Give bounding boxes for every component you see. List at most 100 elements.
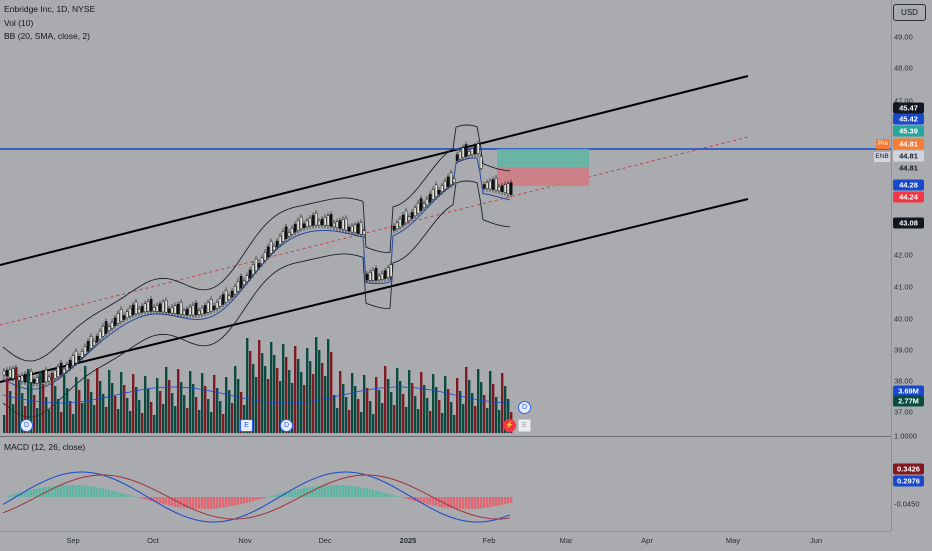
macd-histogram-bar bbox=[81, 485, 83, 497]
volume-bar bbox=[447, 389, 449, 433]
volume-bar bbox=[381, 403, 383, 433]
candle-body bbox=[330, 214, 332, 226]
volume-bar bbox=[378, 390, 380, 433]
time-axis-label: Mar bbox=[560, 536, 573, 545]
volume-bar bbox=[54, 386, 56, 433]
candle-body bbox=[189, 307, 191, 315]
macd-histogram-bar bbox=[297, 489, 299, 497]
macd-histogram-bar bbox=[258, 497, 260, 500]
time-axis-label: 2025 bbox=[400, 536, 417, 545]
macd-histogram-bar bbox=[117, 492, 119, 497]
macd-histogram-bar bbox=[63, 485, 65, 497]
candle-body bbox=[105, 321, 107, 333]
pane-divider[interactable] bbox=[0, 436, 891, 437]
volume-bar bbox=[99, 381, 101, 433]
candle-body bbox=[48, 377, 50, 381]
candle-body bbox=[285, 227, 287, 239]
currency-button[interactable]: USD bbox=[893, 4, 926, 21]
macd-histogram-bar bbox=[75, 485, 77, 497]
symbol-legend[interactable]: Enbridge Inc, 1D, NYSE bbox=[4, 4, 95, 14]
candle-body bbox=[351, 226, 353, 232]
candle-body bbox=[222, 294, 224, 304]
macd-histogram-bar bbox=[225, 497, 227, 507]
long-position-profit bbox=[497, 149, 589, 167]
price-tag: 45.42 bbox=[893, 114, 924, 125]
volume-legend[interactable]: Vol (10) bbox=[4, 18, 33, 28]
macd-histogram-bar bbox=[255, 497, 257, 500]
candle-body bbox=[396, 223, 398, 229]
time-axis[interactable] bbox=[0, 531, 891, 551]
volume-bar bbox=[135, 387, 137, 433]
macd-legend[interactable]: MACD (12, 26, close) bbox=[4, 442, 85, 452]
volume-bar bbox=[267, 379, 269, 433]
earnings-event-icon[interactable]: E bbox=[518, 419, 531, 432]
candle-body bbox=[375, 268, 377, 280]
volume-bar bbox=[207, 399, 209, 433]
volume-bar bbox=[210, 412, 212, 433]
price-chart[interactable] bbox=[0, 0, 891, 531]
candle-body bbox=[33, 379, 35, 383]
macd-histogram-bar bbox=[393, 495, 395, 497]
volume-bar bbox=[108, 370, 110, 433]
dividend-event-icon[interactable]: ⚡ bbox=[503, 419, 516, 432]
macd-histogram-bar bbox=[90, 486, 92, 497]
candle-body bbox=[477, 144, 479, 154]
macd-histogram-bar bbox=[222, 497, 224, 508]
volume-bar bbox=[6, 378, 8, 433]
candle-body bbox=[81, 351, 83, 357]
candle-body bbox=[162, 302, 164, 312]
earnings-event-icon[interactable]: E bbox=[240, 419, 253, 432]
candle-body bbox=[30, 371, 32, 383]
candle-body bbox=[198, 311, 200, 315]
candle-body bbox=[156, 305, 158, 311]
candle-body bbox=[111, 322, 113, 328]
macd-histogram-bar bbox=[345, 485, 347, 497]
macd-histogram-bar bbox=[93, 487, 95, 497]
macd-histogram-bar bbox=[363, 488, 365, 497]
candle-body bbox=[501, 186, 503, 192]
candle-body bbox=[195, 303, 197, 315]
macd-histogram-bar bbox=[102, 489, 104, 497]
volume-bar bbox=[438, 400, 440, 433]
dividend-event-icon[interactable]: D bbox=[518, 401, 531, 414]
candle-body bbox=[153, 307, 155, 311]
candle-body bbox=[165, 300, 167, 312]
volume-bar bbox=[219, 401, 221, 433]
volume-bar bbox=[96, 368, 98, 433]
candle-body bbox=[408, 217, 410, 221]
volume-bar bbox=[150, 402, 152, 433]
candle-body bbox=[252, 265, 254, 275]
volume-bar bbox=[273, 355, 275, 433]
price-scale[interactable] bbox=[891, 0, 932, 531]
macd-histogram-bar bbox=[357, 487, 359, 497]
candle-body bbox=[300, 217, 302, 229]
candle-body bbox=[60, 363, 62, 375]
candle-body bbox=[429, 194, 431, 202]
candle-body bbox=[384, 271, 386, 279]
candle-body bbox=[183, 311, 185, 315]
candle-body bbox=[123, 316, 125, 320]
macd-histogram-bar bbox=[219, 497, 221, 508]
candle-body bbox=[489, 181, 491, 189]
macd-histogram-bar bbox=[231, 497, 233, 506]
macd-histogram-bar bbox=[243, 497, 245, 503]
macd-histogram-bar bbox=[510, 497, 512, 503]
candle-body bbox=[417, 203, 419, 213]
macd-histogram-bar bbox=[51, 486, 53, 497]
bollinger-legend[interactable]: BB (20, SMA, close, 2) bbox=[4, 31, 90, 41]
macd-histogram-bar bbox=[468, 497, 470, 509]
candle-body bbox=[486, 183, 488, 189]
dividend-event-icon[interactable]: D bbox=[20, 419, 33, 432]
candle-body bbox=[318, 221, 320, 225]
volume-bar bbox=[42, 384, 44, 433]
macd-histogram-bar bbox=[327, 485, 329, 497]
macd-histogram-bar bbox=[249, 497, 251, 502]
volume-bar bbox=[201, 373, 203, 433]
macd-histogram-bar bbox=[291, 490, 293, 497]
macd-histogram-bar bbox=[234, 497, 236, 505]
volume-bar bbox=[159, 391, 161, 433]
volume-bar bbox=[297, 359, 299, 433]
dividend-event-icon[interactable]: D bbox=[280, 419, 293, 432]
volume-bar bbox=[12, 404, 14, 433]
candle-body bbox=[255, 259, 257, 271]
